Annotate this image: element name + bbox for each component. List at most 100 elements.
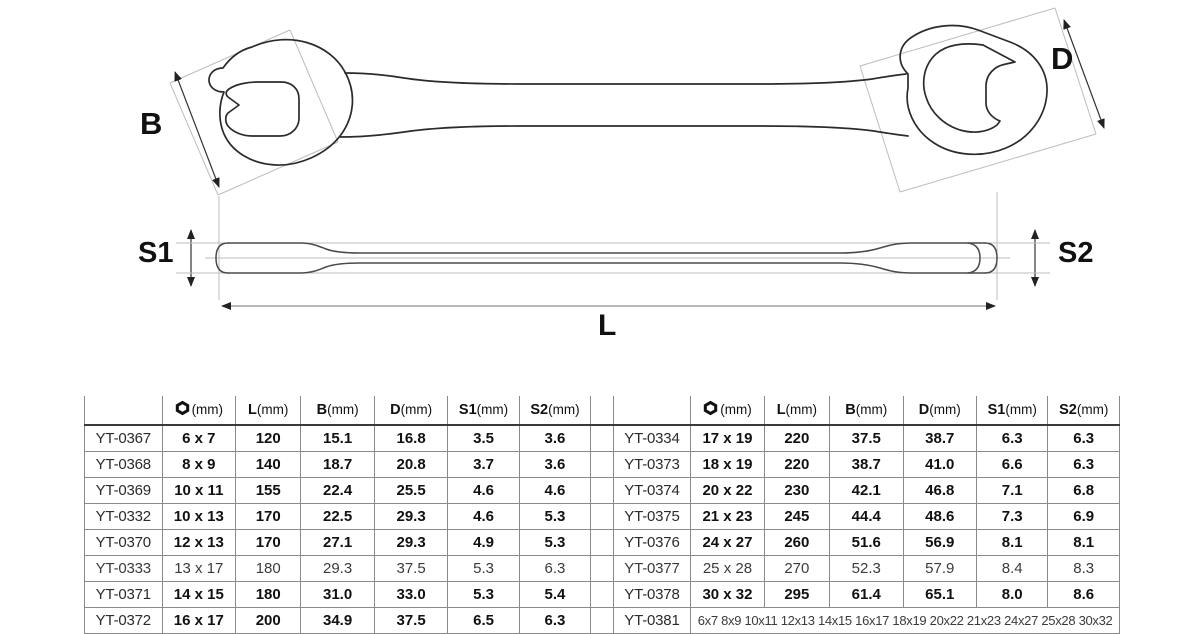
cell-d: 46.8 xyxy=(902,477,977,504)
cell-d: 41.0 xyxy=(902,451,977,478)
cell-length: 220 xyxy=(763,451,831,478)
cell-d: 56.9 xyxy=(902,529,977,556)
cell-part-number: YT-0368 xyxy=(84,451,163,478)
cell-s1: 4.6 xyxy=(447,477,520,504)
cell-b: 42.1 xyxy=(829,477,904,504)
row-gap xyxy=(590,424,614,452)
cell-s1: 4.6 xyxy=(447,503,520,530)
cell-s1: 4.9 xyxy=(447,529,520,556)
cell-hex-size: 6 x 7 xyxy=(161,424,237,452)
header-hex-right: (mm) xyxy=(690,396,765,426)
cell-length: 260 xyxy=(763,529,831,556)
cell-b: 37.5 xyxy=(829,424,904,452)
cell-b: 38.7 xyxy=(829,451,904,478)
header-b-unit-left: (mm) xyxy=(327,402,359,417)
cell-s2: 6.3 xyxy=(1047,424,1120,452)
cell-s1: 7.1 xyxy=(975,477,1049,504)
header-hex-left: (mm) xyxy=(161,396,237,426)
table-row: YT-0370 12 x 13 170 27.1 29.3 4.9 5.3 YT-0376 24… xyxy=(84,529,1120,556)
technical-drawing: B D S1 S2 L xyxy=(138,7,1105,342)
cell-part-number: YT-0374 xyxy=(612,477,692,504)
dimension-label-s2: S2 xyxy=(1058,237,1094,269)
header-l-label-left: L xyxy=(248,402,257,418)
table-column-gap xyxy=(590,396,614,426)
cell-length: 230 xyxy=(763,477,831,504)
cell-part-number: YT-0334 xyxy=(612,424,692,452)
header-s2-unit-left: (mm) xyxy=(548,402,580,417)
cell-hex-size: 20 x 22 xyxy=(690,477,765,504)
dimension-label-b: B xyxy=(140,106,163,141)
cell-b: 27.1 xyxy=(300,529,375,556)
cell-length: 155 xyxy=(235,477,302,504)
cell-d: 38.7 xyxy=(902,424,977,452)
cell-part-number: YT-0377 xyxy=(612,555,692,582)
cell-d: 37.5 xyxy=(373,555,449,582)
cell-s1: 8.4 xyxy=(975,555,1049,582)
header-d-unit-left: (mm) xyxy=(400,402,433,417)
cell-s2: 4.6 xyxy=(518,477,592,504)
cell-part-number: YT-0367 xyxy=(84,424,163,452)
cell-part-number: YT-0375 xyxy=(612,503,692,530)
header-s1-left: S1(mm) xyxy=(447,396,520,426)
cell-s1: 5.3 xyxy=(447,581,520,608)
dimension-ticks xyxy=(176,242,1050,274)
cell-part-number: YT-0376 xyxy=(612,529,692,556)
header-s1-label-right: S1 xyxy=(987,402,1006,418)
cell-hex-size: 14 x 15 xyxy=(161,581,237,608)
cell-length: 245 xyxy=(763,503,831,530)
cell-hex-size: 17 x 19 xyxy=(690,424,765,452)
cell-s1: 6.3 xyxy=(975,424,1049,452)
cell-s2: 5.3 xyxy=(518,529,592,556)
cell-hex-size: 30 x 32 xyxy=(690,581,765,608)
row-gap xyxy=(590,503,614,530)
header-b-unit-right: (mm) xyxy=(855,402,888,417)
dimension-label-d: D xyxy=(1051,41,1074,76)
cell-s1: 8.0 xyxy=(975,581,1049,608)
dimension-lines xyxy=(174,19,1105,310)
cell-s1: 6.6 xyxy=(975,451,1049,478)
header-l-right: L(mm) xyxy=(763,396,831,426)
cell-s1: 5.3 xyxy=(447,555,520,582)
cell-s2: 8.3 xyxy=(1047,555,1120,582)
cell-s1: 3.7 xyxy=(447,451,520,478)
header-code-left xyxy=(84,396,163,426)
table-row: YT-0332 10 x 13 170 22.5 29.3 4.6 5.3 YT-0375 21… xyxy=(84,503,1120,530)
header-l-label-right: L xyxy=(776,402,786,418)
cell-b: 22.4 xyxy=(300,477,375,504)
header-b-label-left: B xyxy=(316,402,328,418)
cell-s2: 6.3 xyxy=(1047,451,1120,478)
spec-table: (mm) L(mm) B(mm) D(mm) S1(mm) S2(mm) (mm… xyxy=(84,396,1120,634)
header-s1-unit-left: (mm) xyxy=(476,402,509,417)
header-l-left: L(mm) xyxy=(235,396,302,426)
row-gap xyxy=(590,555,614,582)
table-row: YT-0367 6 x 7 120 15.1 16.8 3.5 3.6 YT-0334 17 x… xyxy=(84,424,1120,452)
header-s2-left: S2(mm) xyxy=(518,396,592,426)
header-b-right: B(mm) xyxy=(829,396,904,426)
wrench-side-view xyxy=(215,242,998,274)
cell-length: 140 xyxy=(235,451,302,478)
cell-d: 29.3 xyxy=(373,503,449,530)
header-s2-label-left: S2 xyxy=(530,402,549,418)
cell-length: 120 xyxy=(235,424,302,452)
hex-nut-icon xyxy=(175,400,190,420)
dimension-label-l: L xyxy=(598,309,617,342)
cell-part-number: YT-0373 xyxy=(612,451,692,478)
header-d-left: D(mm) xyxy=(373,396,449,426)
cell-part-number: YT-0371 xyxy=(84,581,163,608)
cell-b: 51.6 xyxy=(829,529,904,556)
cell-s2: 8.1 xyxy=(1047,529,1120,556)
wrench-outline xyxy=(208,24,1048,166)
row-gap xyxy=(590,477,614,504)
header-d-right: D(mm) xyxy=(902,396,977,426)
cell-hex-size: 10 x 13 xyxy=(161,503,237,530)
hex-nut-icon xyxy=(703,400,718,420)
cell-b: 44.4 xyxy=(829,503,904,530)
table-row: YT-0369 10 x 11 155 22.4 25.5 4.6 4.6 YT-0374 20… xyxy=(84,477,1120,504)
table-row: YT-0371 14 x 15 180 31.0 33.0 5.3 5.4 YT-0378 30… xyxy=(84,581,1120,608)
cell-d: 48.6 xyxy=(902,503,977,530)
header-code-right xyxy=(612,396,692,426)
header-s1-right: S1(mm) xyxy=(975,396,1049,426)
cell-length: 180 xyxy=(235,581,302,608)
header-s2-right: S2(mm) xyxy=(1047,396,1120,426)
